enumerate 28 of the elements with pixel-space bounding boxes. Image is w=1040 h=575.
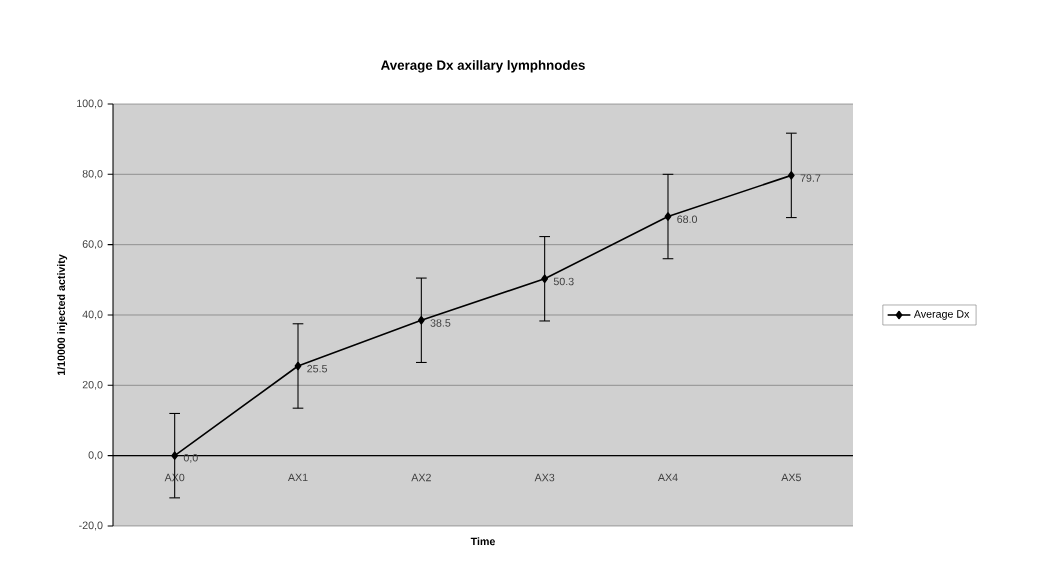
y-tick-label: 40,0 [82, 310, 103, 320]
x-tick-label: AX2 [411, 473, 431, 482]
point [787, 171, 795, 180]
x-tick-label: AX5 [781, 473, 801, 482]
point [417, 316, 425, 325]
data-label: 0,0 [183, 453, 198, 463]
point [171, 451, 179, 460]
chart-title: Average Dx axillary lymphnodes [380, 60, 585, 73]
x-tick-label: AX4 [657, 473, 678, 482]
y-tick-label: 0,0 [88, 451, 103, 461]
x-tick-label: AX3 [534, 473, 555, 482]
x-tick-label: AX1 [287, 473, 308, 482]
y-tick-label: 100,0 [77, 99, 103, 109]
data-label: 68.0 [677, 215, 698, 223]
x-axis-title: Time [470, 537, 495, 546]
data-label: 38.5 [430, 319, 451, 327]
y-tick-label: 60,0 [82, 240, 103, 250]
data-label: 79.7 [800, 174, 821, 182]
y-tick-label: 80,0 [82, 169, 103, 179]
point [664, 212, 672, 221]
data-label: 50.3 [553, 277, 574, 286]
point [541, 274, 549, 284]
point [294, 361, 302, 371]
legend-label: Average Dx [913, 310, 970, 320]
y-tick-label: 20,0 [82, 380, 103, 390]
data-label: 25.5 [307, 364, 328, 373]
y-tick-label: -20,0 [79, 521, 103, 531]
y-axis-title: 1/10000 injected activity [57, 254, 68, 376]
